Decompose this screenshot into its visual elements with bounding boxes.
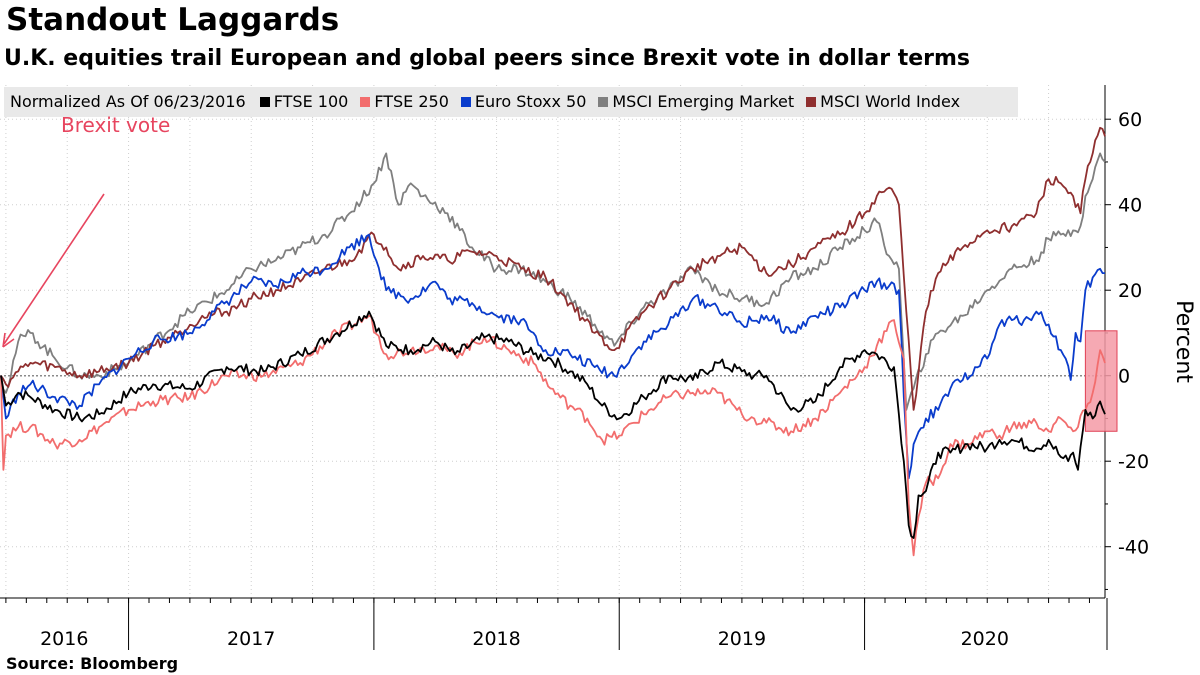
legend-swatch-eurostoxx — [460, 96, 471, 107]
legend-swatch-ftse100 — [259, 96, 270, 107]
series-lines — [0, 126, 1106, 557]
annotation-arrow — [3, 193, 105, 345]
legend-item-ftse250: FTSE 250 — [360, 92, 449, 111]
legend-swatch-msci-em — [598, 96, 609, 107]
annotation — [2, 193, 105, 348]
source-note: Source: Bloomberg — [6, 654, 179, 673]
legend-swatch-ftse250 — [360, 96, 371, 107]
highlight-box — [1084, 330, 1118, 432]
legend-item-msci-em: MSCI Emerging Market — [598, 92, 794, 111]
series-line-ftse250 — [0, 314, 1106, 557]
y-tick-label: 0 — [1118, 366, 1130, 388]
legend-label-ftse250: FTSE 250 — [374, 92, 449, 111]
legend-item-msci-world: MSCI World Index — [806, 92, 960, 111]
legend-swatch-msci-world — [806, 96, 817, 107]
legend-label-ftse100: FTSE 100 — [273, 92, 349, 111]
x-tick-label: 2020 — [961, 628, 1009, 650]
legend: Normalized As Of 06/23/2016 FTSE 100 FTS… — [10, 92, 972, 111]
legend-item-ftse100: FTSE 100 — [259, 92, 349, 111]
series-line-ftse100 — [0, 310, 1106, 539]
y-tick-label: 20 — [1118, 280, 1142, 302]
x-tick-label: 2018 — [472, 628, 520, 650]
y-tick-label: -20 — [1118, 451, 1149, 473]
legend-header: Normalized As Of 06/23/2016 — [10, 92, 246, 111]
annotation-arrowhead — [2, 332, 15, 348]
axes: -40 -20 0 20 40 60 2016 2017 2018 2019 2020 Percent — [0, 85, 1196, 650]
series-line-msci_em — [0, 152, 1106, 411]
legend-label-eurostoxx: Euro Stoxx 50 — [474, 92, 587, 111]
brexit-vote-annotation: Brexit vote — [61, 113, 171, 137]
y-tick-label: 60 — [1118, 109, 1142, 131]
legend-label-msci-em: MSCI Emerging Market — [612, 92, 795, 111]
series-line-eurostoxx — [0, 233, 1105, 480]
x-tick-label: 2017 — [227, 628, 275, 650]
series-line-msci_world — [0, 126, 1106, 411]
chart-subtitle: U.K. equities trail European and global … — [4, 46, 971, 71]
y-axis-label: Percent — [1171, 300, 1196, 383]
highlight-rect — [1084, 330, 1118, 432]
legend-background — [4, 87, 1018, 117]
legend-label-msci-world: MSCI World Index — [820, 92, 961, 111]
chart-title: Standout Laggards — [6, 2, 340, 38]
x-tick-label: 2019 — [718, 628, 766, 650]
y-tick-label: -40 — [1118, 537, 1149, 559]
y-tick-label: 40 — [1118, 195, 1142, 217]
legend-item-eurostoxx: Euro Stoxx 50 — [460, 92, 587, 111]
x-tick-label: 2016 — [40, 628, 88, 650]
